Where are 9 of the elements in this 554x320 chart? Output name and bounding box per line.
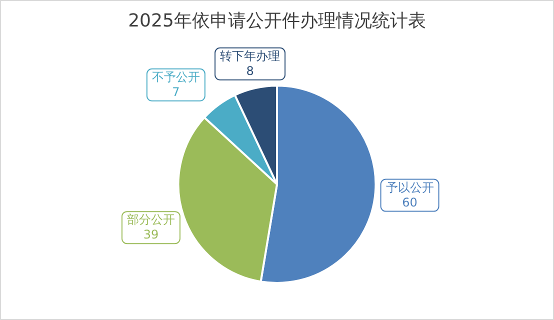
data-label: 39 [143,228,159,242]
chart-title: 2025年依申请公开件办理情况统计表 [128,10,426,32]
data-label: 60 [402,195,418,210]
slice-label: 不予公开 [152,70,200,84]
slice-label: 部分公开 [126,212,175,227]
data-label: 7 [172,85,180,100]
slice-label: 予以公开 [386,180,434,194]
slice-label: 转下年办理 [220,49,280,64]
data-label: 8 [246,64,254,78]
